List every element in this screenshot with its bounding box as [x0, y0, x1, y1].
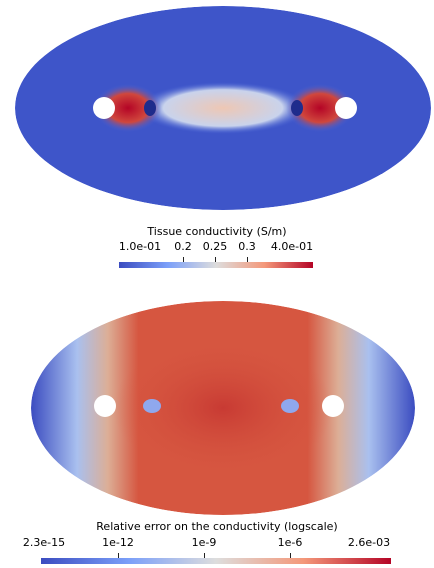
left-electrode-hole	[93, 97, 115, 119]
tick-label: 1e-9	[191, 536, 217, 549]
tick-label: 0.3	[238, 240, 256, 253]
conductivity-field-image	[15, 6, 431, 210]
colorbar-tick	[204, 553, 205, 558]
tick-label: 0.2	[174, 240, 192, 253]
tick-label: 0.25	[202, 240, 228, 253]
tick-label: 1e-6	[277, 536, 303, 549]
error-field-image	[31, 301, 415, 515]
colorbar-title: Tissue conductivity (S/m)	[147, 225, 287, 238]
colorbar-tick	[215, 257, 216, 262]
colorbar-tick	[183, 257, 184, 262]
tick-label: 2.3e-15	[22, 536, 66, 549]
conductivity-colorbar	[119, 262, 313, 268]
colorbar-tick	[247, 257, 248, 262]
colorbar-tick	[118, 553, 119, 558]
colorbar-title: Relative error on the conductivity (logs…	[96, 520, 338, 533]
colorbar-tick	[290, 553, 291, 558]
tick-label: 2.6e-03	[347, 536, 391, 549]
conductivity-panel: Tissue conductivity (S/m) 1.0e-01 0.2 0.…	[0, 0, 434, 280]
right-electrode-hole	[322, 395, 344, 417]
right-electrode-hole	[335, 97, 357, 119]
error-colorbar	[41, 558, 391, 564]
left-electrode-hole	[94, 395, 116, 417]
tick-label: 1e-12	[102, 536, 134, 549]
error-panel: Relative error on the conductivity (logs…	[0, 300, 434, 568]
tick-label: 4.0e-01	[270, 240, 314, 253]
tick-label: 1.0e-01	[118, 240, 162, 253]
